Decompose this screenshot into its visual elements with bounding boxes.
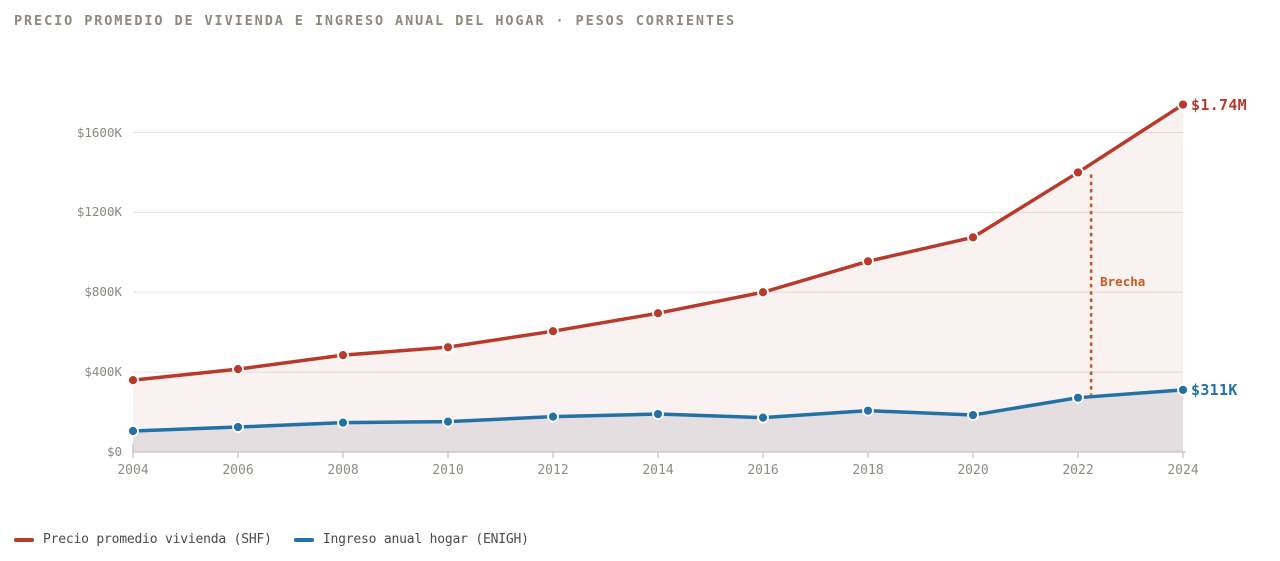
x-axis-tick-label: 2008 (327, 463, 359, 478)
chart-title: PRECIO PROMEDIO DE VIVIENDA E INGRESO AN… (14, 13, 736, 29)
data-point-precio-vivienda-shf-2014 (652, 307, 664, 320)
legend-swatch-ingreso-hogar (293, 538, 314, 542)
x-axis-tick-label: 2004 (117, 463, 149, 478)
data-point-ingreso-hogar-enigh-2004 (127, 425, 139, 437)
x-axis-tick-label: 2022 (1062, 463, 1094, 478)
data-point-precio-vivienda-shf-2018 (862, 255, 874, 268)
series-area-ingreso-hogar-enigh (133, 389, 1183, 452)
data-point-ingreso-hogar-enigh-2008 (337, 416, 349, 429)
y-axis-tick-label: $400K (84, 364, 122, 380)
data-point-precio-vivienda-shf-2008 (337, 349, 349, 362)
data-point-ingreso-hogar-enigh-2022 (1072, 391, 1084, 404)
data-point-precio-vivienda-shf-2006 (232, 363, 244, 376)
x-axis-tick-label: 2024 (1167, 463, 1199, 478)
data-point-precio-vivienda-shf-2022 (1072, 166, 1084, 179)
x-axis-tick-label: 2020 (957, 463, 989, 478)
data-point-ingreso-hogar-enigh-2020 (967, 409, 979, 421)
data-point-precio-vivienda-shf-2010 (442, 341, 454, 354)
annotation-brecha-label: Brecha (1100, 274, 1146, 290)
legend-swatch-precio-vivienda (14, 538, 34, 542)
data-point-precio-vivienda-shf-2004 (127, 374, 139, 387)
y-axis-tick-label: $0 (106, 444, 122, 459)
x-axis-tick-label: 2016 (747, 463, 779, 478)
data-point-ingreso-hogar-enigh-2012 (547, 410, 559, 423)
x-axis-tick-label: 2018 (852, 463, 884, 478)
data-point-precio-vivienda-shf-2016 (757, 286, 769, 299)
data-point-precio-vivienda-shf-2024 (1177, 98, 1189, 111)
data-point-ingreso-hogar-enigh-2006 (232, 421, 244, 433)
data-point-ingreso-hogar-enigh-2018 (862, 404, 874, 417)
data-point-ingreso-hogar-enigh-2014 (652, 408, 664, 420)
y-axis-tick-label: $1200K (76, 204, 122, 220)
data-point-ingreso-hogar-enigh-2016 (757, 411, 769, 424)
series-end-value-precio-vivienda: $1.74M (1191, 95, 1247, 114)
x-axis-tick-label: 2006 (222, 463, 254, 478)
legend-item-ingreso-hogar: Ingreso anual hogar (ENIGH) (293, 531, 529, 549)
y-axis-tick-label: $800K (84, 284, 122, 300)
series-end-value-ingreso-hogar: $311K (1191, 380, 1238, 399)
x-axis-tick-label: 2010 (432, 463, 464, 478)
y-axis-tick-label: $1600K (76, 124, 122, 140)
x-axis-tick-label: 2014 (642, 463, 674, 478)
data-point-ingreso-hogar-enigh-2024 (1177, 383, 1189, 396)
series-area-precio-vivienda-shf (133, 104, 1183, 452)
legend-label-precio-vivienda: Precio promedio vivienda (SHF) (43, 532, 272, 547)
legend-label-ingreso-hogar: Ingreso anual hogar (ENIGH) (322, 532, 529, 547)
legend-item-precio-vivienda: Precio promedio vivienda (SHF) (14, 531, 272, 549)
legend: Precio promedio vivienda (SHF) Ingreso a… (14, 531, 529, 549)
x-axis-tick-label: 2012 (537, 463, 569, 478)
data-point-precio-vivienda-shf-2020 (967, 231, 979, 244)
data-point-ingreso-hogar-enigh-2010 (442, 415, 454, 428)
data-point-precio-vivienda-shf-2012 (547, 325, 559, 338)
